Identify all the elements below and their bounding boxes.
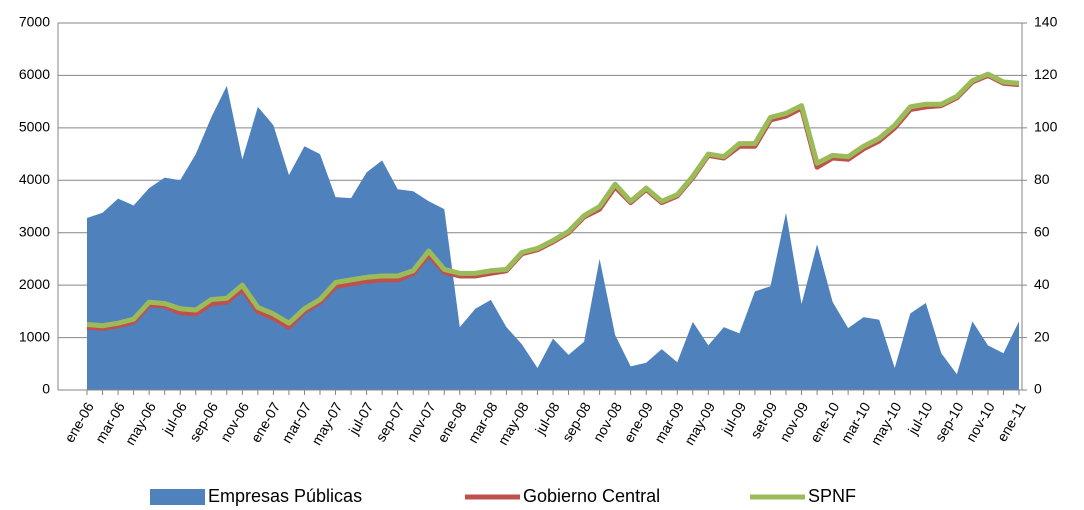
y2-tick-label: 120 <box>1034 66 1058 82</box>
x-tick-label: ene-11 <box>994 399 1029 444</box>
y-tick-label: 5000 <box>19 119 50 135</box>
y2-tick-label: 40 <box>1034 276 1050 292</box>
y2-tick-label: 140 <box>1034 14 1058 30</box>
y-tick-label: 3000 <box>19 223 50 239</box>
x-tick-label: sep-06 <box>186 399 221 444</box>
y2-tick-label: 20 <box>1034 328 1050 344</box>
x-tick-label: may-10 <box>867 399 904 448</box>
line <box>86 71 1020 329</box>
x-tick-label: may-07 <box>308 399 345 448</box>
legend-label: Empresas Públicas <box>208 486 362 506</box>
y-tick-label: 2000 <box>19 276 50 292</box>
y-tick-label: 7000 <box>19 14 50 30</box>
y2-tick-label: 0 <box>1034 381 1042 397</box>
x-tick-label: may-06 <box>122 399 159 448</box>
x-tick-label: jul-09 <box>718 399 750 438</box>
x-tick-label: nov-10 <box>962 399 997 444</box>
x-tick-label: jul-08 <box>531 399 563 438</box>
y-tick-label: 1000 <box>19 328 50 344</box>
x-tick-label: set-09 <box>747 399 780 441</box>
y-tick-label: 6000 <box>19 66 50 82</box>
x-tick-label: jul-10 <box>904 399 936 438</box>
y-tick-label: 0 <box>42 381 50 397</box>
x-tick-label: jul-06 <box>159 399 191 438</box>
x-tick-label: sep-07 <box>372 399 407 444</box>
x-tick-label: sep-10 <box>931 399 966 444</box>
x-tick-label: jul-07 <box>345 399 377 438</box>
legend-swatch <box>150 489 205 505</box>
y2-tick-label: 60 <box>1034 223 1050 239</box>
y-tick-label: 4000 <box>19 171 50 187</box>
x-tick-label: sep-08 <box>559 399 594 444</box>
legend-label: SPNF <box>808 486 856 506</box>
y2-tick-label: 100 <box>1034 119 1058 135</box>
x-tick-label: may-08 <box>495 399 532 448</box>
area <box>87 85 1019 391</box>
x-tick-label: may-09 <box>681 399 718 448</box>
y2-tick-label: 80 <box>1034 171 1050 187</box>
legend-label: Gobierno Central <box>523 486 660 506</box>
